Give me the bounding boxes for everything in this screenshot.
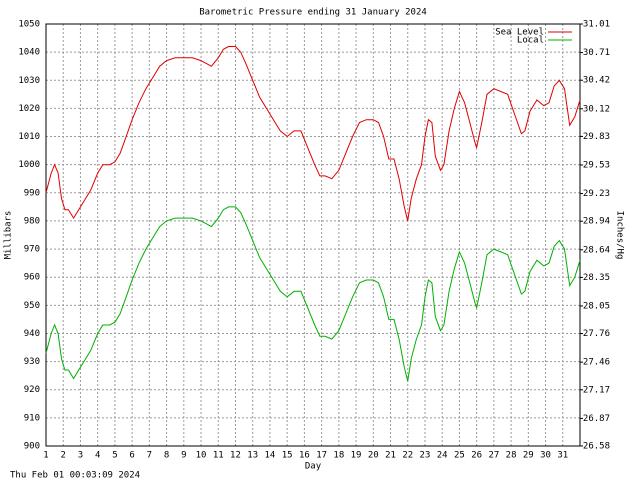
y2-tick-label: 30.71	[583, 48, 610, 58]
x-tick-label: 4	[95, 451, 100, 461]
x-tick-label: 18	[333, 451, 344, 461]
y2-tick-label: 28.64	[583, 245, 610, 255]
y-tick-label: 950	[24, 301, 40, 311]
x-tick-label: 26	[471, 451, 482, 461]
x-tick-label: 7	[147, 451, 152, 461]
line-series	[45, 46, 581, 222]
x-tick-label: 10	[196, 451, 207, 461]
legend-label: Sea Level	[495, 28, 544, 38]
x-tick-label: 28	[506, 451, 517, 461]
x-tick-label: 20	[368, 451, 379, 461]
chart-title: Barometric Pressure ending 31 January 20…	[199, 8, 427, 18]
x-tick-label: 15	[282, 451, 293, 461]
y-tick-label: 980	[24, 216, 40, 226]
y2-tick-label: 29.53	[583, 160, 610, 170]
x-tick-label: 29	[523, 451, 534, 461]
x-tick-label: 6	[129, 451, 134, 461]
y-tick-label: 1040	[18, 48, 40, 58]
y2-tick-label: 28.05	[583, 301, 610, 311]
y-tick-label: 1000	[18, 160, 40, 170]
x-tick-label: 1	[43, 451, 48, 461]
x-tick-label: 5	[112, 451, 117, 461]
x-axis-label: Day	[305, 462, 322, 472]
y-tick-label: 940	[24, 329, 40, 339]
x-tick-label: 22	[402, 451, 413, 461]
y2-tick-label: 27.46	[583, 358, 610, 368]
y-tick-label: 1020	[18, 104, 40, 114]
x-tick-label: 31	[557, 451, 568, 461]
x-tick-label: 23	[420, 451, 431, 461]
y-tick-label: 900	[24, 442, 40, 452]
x-tick-label: 14	[265, 451, 276, 461]
y2-tick-label: 28.94	[583, 217, 610, 227]
y-tick-label: 1010	[18, 132, 40, 142]
x-tick-label: 17	[316, 451, 327, 461]
x-tick-label: 21	[385, 451, 396, 461]
x-tick-label: 9	[181, 451, 186, 461]
x-tick-label: 27	[488, 451, 499, 461]
y2-tick-label: 29.23	[583, 189, 610, 199]
y2-tick-label: 31.01	[583, 20, 610, 30]
x-tick-label: 16	[299, 451, 310, 461]
y-tick-label: 1030	[18, 76, 40, 86]
y2-tick-label: 26.87	[583, 414, 610, 424]
plot-frame	[45, 23, 581, 447]
x-tick-label: 30	[540, 451, 551, 461]
y-tick-label: 1050	[18, 20, 40, 30]
line-series	[45, 206, 581, 382]
x-tick-label: 24	[437, 451, 448, 461]
x-tick-label: 8	[164, 451, 169, 461]
y2-tick-label: 27.76	[583, 329, 610, 339]
y-tick-label: 920	[24, 385, 40, 395]
legend-label: Local	[517, 36, 544, 46]
y2-axis-label: Inches/Hg	[615, 211, 625, 260]
x-tick-label: 12	[230, 451, 241, 461]
y-tick-label: 990	[24, 188, 40, 198]
y-tick-label: 960	[24, 273, 40, 283]
y2-tick-label: 30.12	[583, 104, 610, 114]
y-tick-label: 970	[24, 245, 40, 255]
x-tick-label: 25	[454, 451, 465, 461]
y2-tick-label: 30.42	[583, 76, 610, 86]
footer: Thu Feb 01 00:03:09 2024	[10, 471, 140, 480]
y2-tick-label: 26.58	[583, 442, 610, 452]
x-tick-label: 19	[351, 451, 362, 461]
x-tick-label: 13	[247, 451, 258, 461]
y-tick-label: 930	[24, 357, 40, 367]
y2-tick-label: 29.83	[583, 132, 610, 142]
y2-tick-label: 27.17	[583, 385, 610, 395]
y-tick-label: 910	[24, 413, 40, 423]
x-tick-label: 2	[61, 451, 66, 461]
x-tick-label: 11	[213, 451, 224, 461]
x-tick-label: 3	[78, 451, 83, 461]
y-axis-label: Millibars	[4, 211, 14, 260]
y2-tick-label: 28.35	[583, 273, 610, 283]
